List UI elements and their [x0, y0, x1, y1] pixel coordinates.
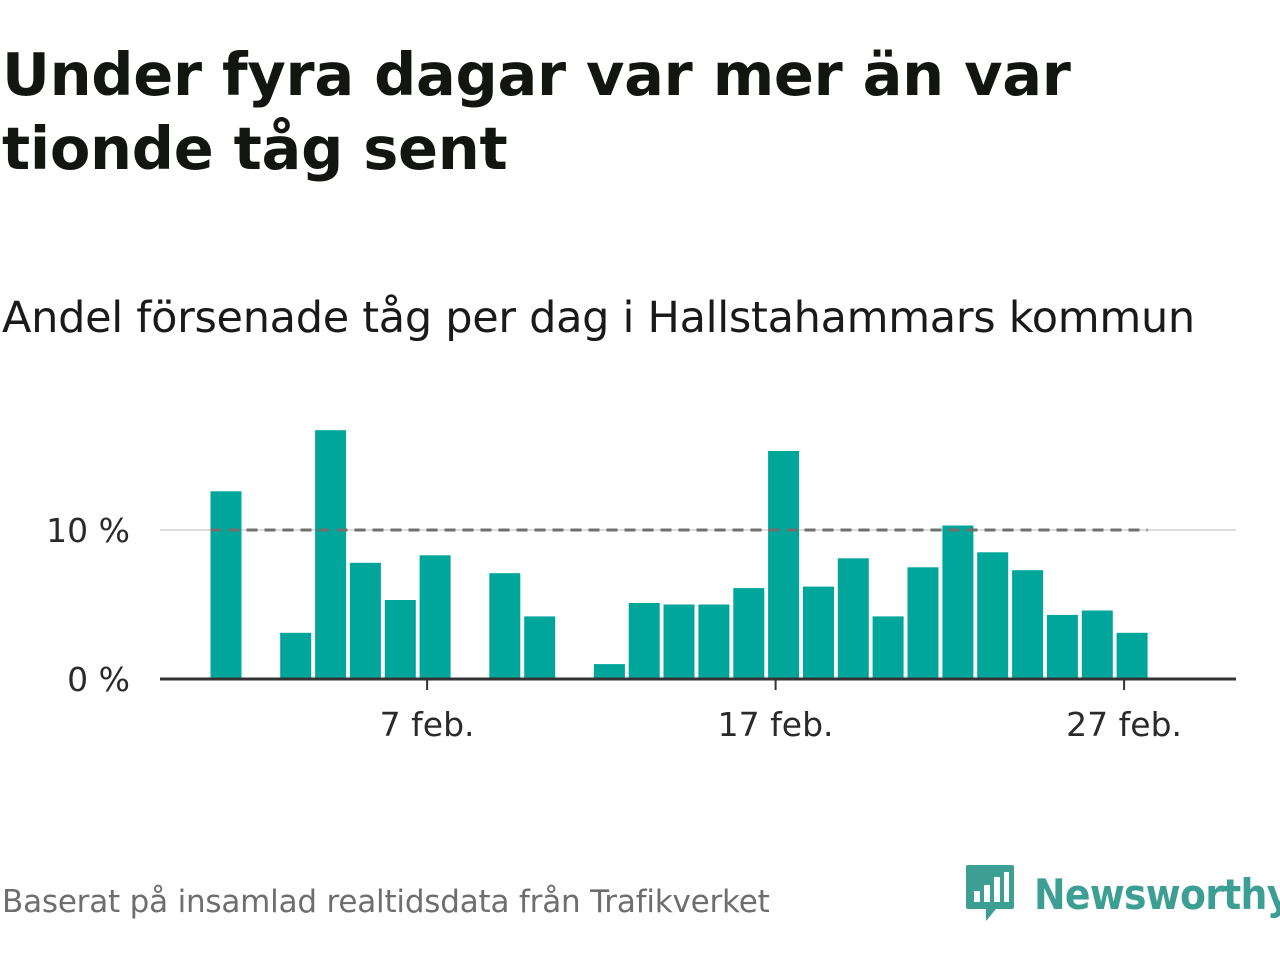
newsworthy-logo-icon [966, 865, 1014, 921]
brand: Newsworthy [964, 863, 1280, 925]
y-tick-label-10: 10 % [46, 511, 130, 550]
bar-feb-12 [593, 664, 625, 679]
bar-feb-1 [210, 491, 242, 679]
x-tick-label-17: 17 feb. [718, 705, 834, 744]
bar-feb-24 [1012, 570, 1044, 679]
bar-feb-17 [768, 451, 800, 679]
x-tick-label-27: 27 feb. [1066, 705, 1182, 744]
bar-feb-27 [1116, 632, 1148, 679]
y-tick-label-0: 0 % [67, 660, 130, 699]
bar-chart: 0 % 10 % 7 feb. 17 feb. 27 feb. [46, 430, 1236, 744]
source-note: Baserat på insamlad realtidsdata från Tr… [2, 884, 770, 920]
bar-feb-25 [1046, 614, 1078, 679]
bar-feb-21 [907, 567, 939, 680]
bar-feb-4 [315, 430, 347, 679]
bar-feb-14 [663, 604, 695, 679]
bar-feb-19 [837, 558, 869, 679]
bar-feb-7 [419, 555, 451, 679]
bar-feb-20 [872, 616, 904, 679]
bar-feb-15 [698, 604, 730, 679]
bar-feb-3 [280, 632, 312, 679]
bar-feb-5 [349, 562, 381, 679]
bar-feb-18 [803, 586, 834, 679]
brand-name: Newsworthy [1034, 869, 1280, 919]
bar-feb-26 [1081, 610, 1113, 679]
bar-feb-22 [942, 525, 974, 679]
chart-subtitle: Andel försenade tåg per dag i Hallstaham… [2, 293, 1195, 343]
bar-feb-9 [489, 573, 521, 679]
bar-feb-23 [977, 552, 1009, 679]
chart-title: Under fyra dagar var mer än var tionde t… [2, 40, 1071, 183]
x-tick-label-7: 7 feb. [380, 705, 475, 744]
bar-feb-10 [524, 616, 556, 679]
bar-feb-16 [733, 588, 765, 679]
bar-feb-13 [628, 603, 660, 679]
bar-feb-6 [384, 600, 416, 679]
